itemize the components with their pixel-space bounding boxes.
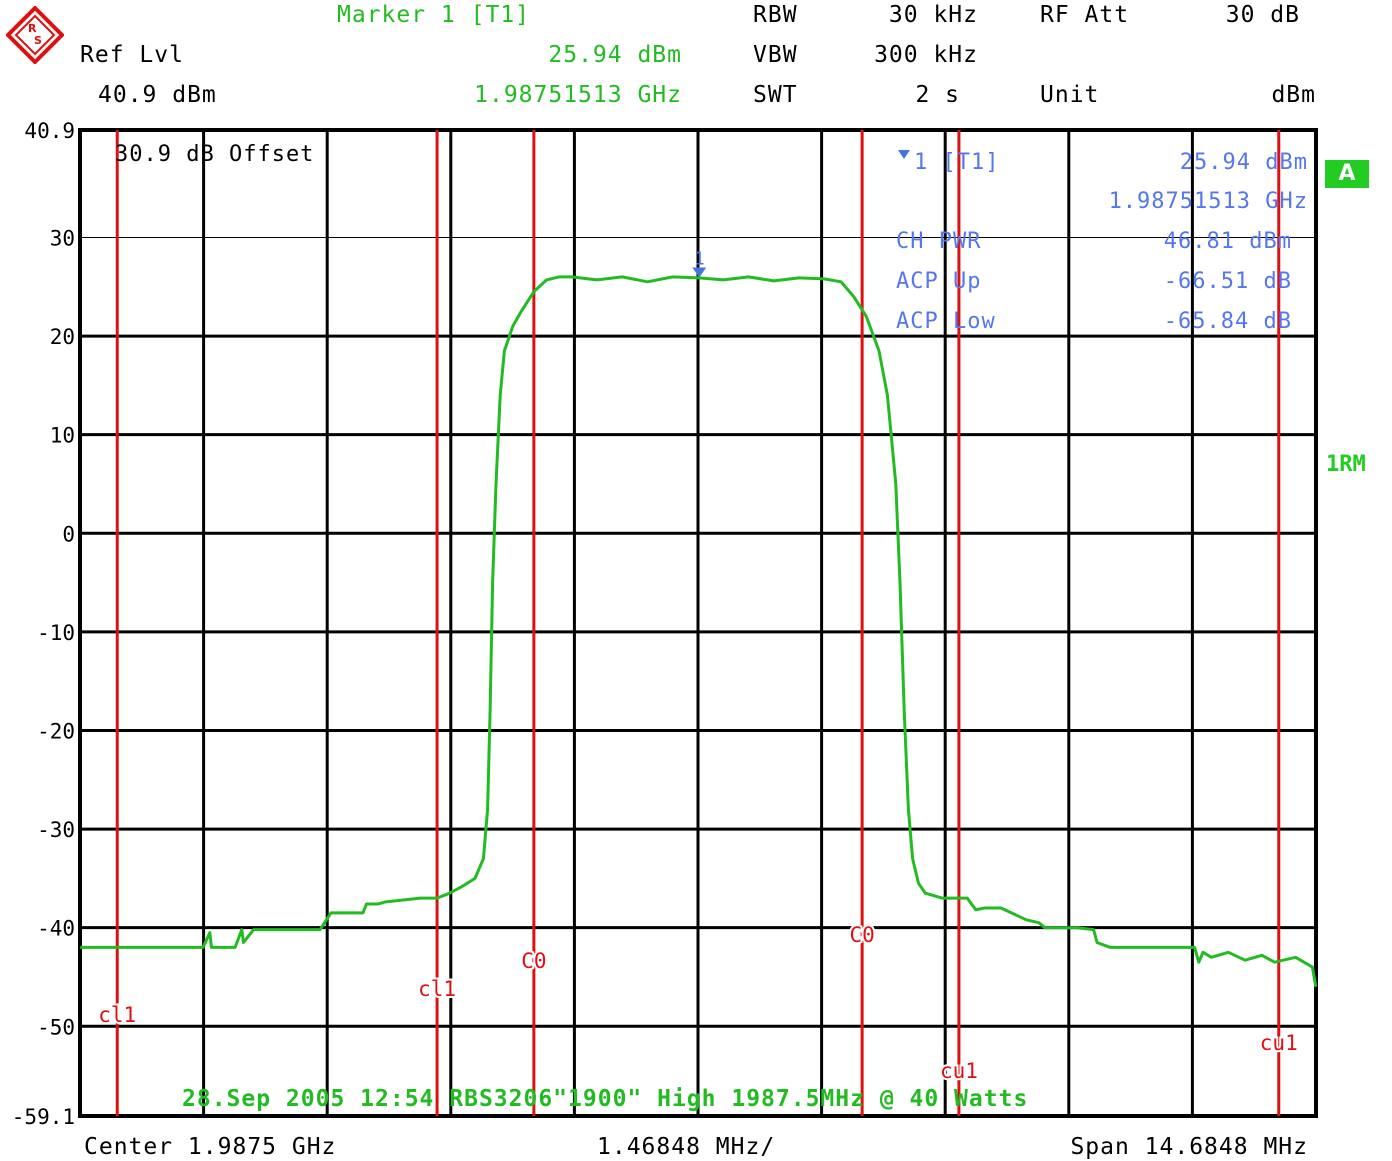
- rbw-label: RBW: [753, 2, 798, 28]
- measurement-label: CH PWR: [896, 229, 981, 254]
- marker-readout-icon: [898, 150, 910, 159]
- marker-frequency: 1.98751513 GHz: [474, 82, 682, 108]
- y-tick-label: -50: [37, 1015, 75, 1039]
- measurement-value: -66.51 dB: [1164, 269, 1292, 294]
- offset-text: 30.9 dB Offset: [115, 142, 314, 167]
- rf-att-label: RF Att: [1040, 2, 1130, 28]
- trace-mode-label: 1RM: [1326, 452, 1366, 477]
- rbw-value: 30 kHz: [888, 2, 978, 28]
- trace-group: [80, 275, 1318, 988]
- rf-att-value: 30 dB: [1225, 2, 1300, 28]
- center-frequency: Center 1.9875 GHz: [84, 1134, 337, 1160]
- trace-a-badge: A: [1325, 160, 1369, 188]
- channel-line-label: C0: [521, 949, 546, 973]
- channel-line-label: cu1: [940, 1059, 978, 1083]
- y-tick-label: -30: [37, 818, 75, 842]
- measurement-readouts: 1 [T1] 25.94 dBm 1.98751513 GHz CH PWR 46.81…: [896, 150, 1308, 334]
- y-tick-label: 20: [50, 325, 75, 349]
- marker-readout-name: 1 [T1]: [914, 150, 999, 175]
- channel-line-label: C0: [849, 923, 874, 947]
- marker-group: 1: [692, 249, 707, 278]
- y-axis-labels: 40.9 30 20 10 0 -10 -20 -30 -40 -50 -59.1: [12, 119, 75, 1129]
- unit-value: dBm: [1271, 82, 1316, 108]
- ref-level-value: 40.9 dBm: [98, 82, 217, 108]
- channel-line-label: cl1: [418, 977, 456, 1001]
- plot-grid: [78, 128, 1318, 1118]
- channel-line-label: cu1: [1260, 1031, 1298, 1055]
- swt-label: SWT: [753, 82, 798, 108]
- y-tick-label: 40.9: [24, 119, 75, 143]
- date-comment-text: 28.Sep 2005 12:54 RBS3206"1900" High 198…: [182, 1086, 1028, 1112]
- vbw-value: 300 kHz: [874, 42, 978, 68]
- y-tick-label: 10: [50, 424, 75, 448]
- marker-triangle: [692, 267, 707, 278]
- swt-value: 2 s: [915, 82, 960, 108]
- frequency-per-division: 1.46848 MHz/: [597, 1134, 776, 1160]
- marker-level: 25.94 dBm: [548, 42, 682, 68]
- svg-text:R: R: [28, 22, 37, 35]
- y-tick-label: 0: [62, 522, 75, 546]
- y-tick-label: -40: [37, 917, 75, 941]
- measurement-value: 46.81 dBm: [1164, 229, 1292, 254]
- y-tick-label: -59.1: [12, 1105, 75, 1129]
- unit-label: Unit: [1040, 82, 1100, 108]
- y-tick-label: 30: [50, 226, 75, 250]
- y-tick-label: -20: [37, 719, 75, 743]
- measurement-label: ACP Low: [896, 309, 996, 334]
- channel-line-label: cl1: [98, 1003, 136, 1027]
- span-frequency: Span 14.6848 MHz: [1070, 1134, 1308, 1160]
- measurement-value: -65.84 dB: [1164, 309, 1292, 334]
- ref-level-label: Ref Lvl: [80, 42, 184, 68]
- marker-title: Marker 1 [T1]: [337, 2, 531, 28]
- marker-readout-frequency: 1.98751513 GHz: [1109, 189, 1308, 214]
- marker-label: 1: [694, 249, 705, 270]
- svg-text:S: S: [34, 34, 42, 47]
- vbw-label: VBW: [753, 42, 798, 68]
- trace-line: [80, 275, 1318, 988]
- rohde-schwarz-logo: R S: [6, 6, 64, 64]
- marker-readout-level: 25.94 dBm: [1180, 150, 1308, 175]
- measurement-label: ACP Up: [896, 269, 981, 294]
- y-tick-label: -10: [37, 621, 75, 645]
